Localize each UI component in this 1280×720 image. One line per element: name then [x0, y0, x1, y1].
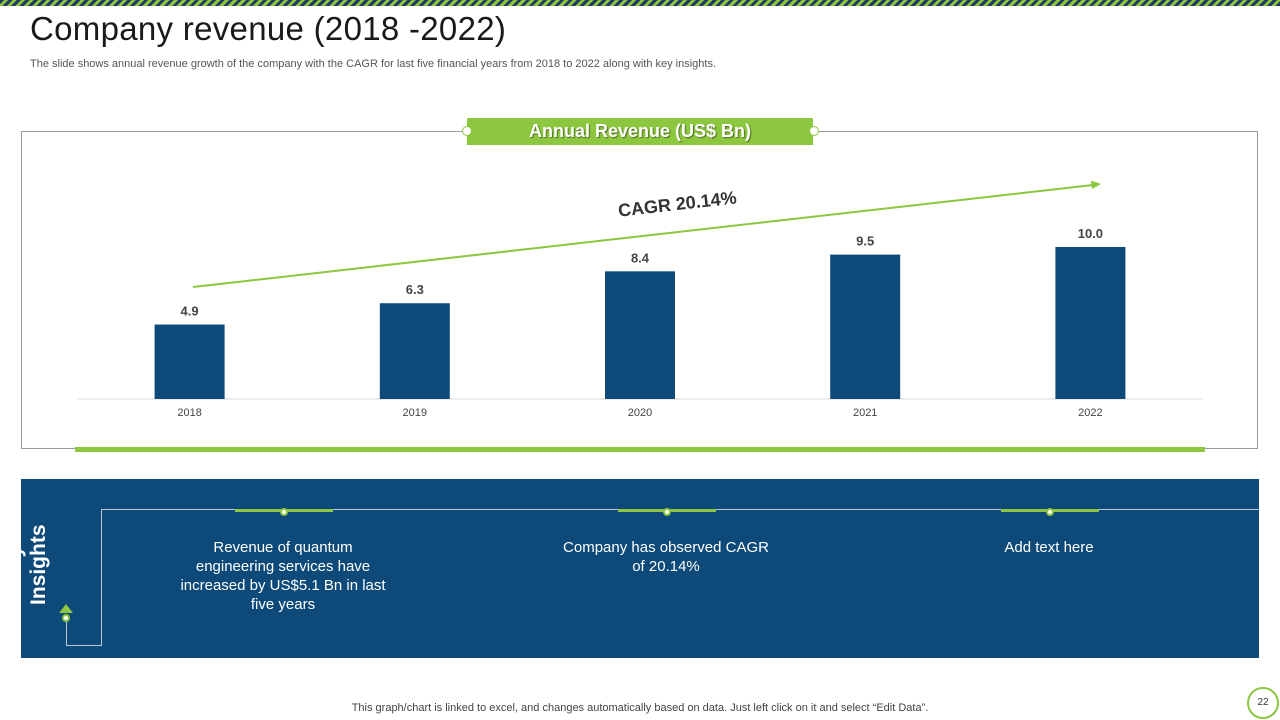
tick-label-2022: 2022 [1078, 407, 1102, 419]
insight-2-dot [663, 508, 671, 516]
value-label-2019: 6.3 [406, 282, 424, 297]
up-arrow-icon [59, 604, 73, 613]
value-label-2020: 8.4 [631, 250, 650, 265]
insight-1-text: Revenue of quantum engineering services … [180, 539, 386, 613]
insights-bracket-bottom [66, 645, 102, 646]
bar-2019 [379, 303, 450, 399]
bar-2020 [605, 271, 675, 399]
bar-2018 [154, 324, 225, 399]
value-label-2022: 10.0 [1078, 226, 1103, 241]
value-label-2021: 9.5 [856, 234, 874, 249]
tick-label-2020: 2020 [628, 407, 652, 419]
insights-bracket-side [101, 509, 102, 646]
chart-title-left-knob [462, 126, 472, 136]
chart-title: Annual Revenue (US$ Bn) [467, 118, 813, 145]
value-label-2018: 4.9 [181, 304, 199, 319]
page-subtitle: The slide shows annual revenue growth of… [30, 58, 717, 70]
insights-bracket-stem [66, 622, 67, 646]
footer-note: This graph/chart is linked to excel, and… [351, 702, 929, 714]
cagr-trend-arrow [192, 184, 1094, 288]
chart-bottom-accent [75, 447, 1205, 452]
page-title: Company revenue (2018 -2022) [30, 10, 507, 47]
insight-1-dot [280, 508, 288, 516]
insight-3-text: Add text here [1004, 539, 1094, 556]
insights-bracket-dot [62, 614, 70, 622]
cagr-annotation: CAGR 20.14% [617, 187, 738, 220]
bar-2021 [830, 254, 901, 399]
insight-2-text: Company has observed CAGR of 20.14% [563, 539, 769, 575]
tick-label-2018: 2018 [177, 407, 201, 419]
chart-title-right-knob [809, 126, 819, 136]
page-number: 22 [1247, 687, 1279, 719]
cagr-arrow-head [1091, 180, 1101, 189]
bar-2022 [1055, 247, 1126, 399]
revenue-chart: 4.9 6.3 8.4 9.5 10.0 2018 2019 2020 2021 2022 CA… [77, 180, 1203, 419]
insight-3-dot [1046, 508, 1054, 516]
top-stripe [0, 0, 1280, 6]
tick-label-2019: 2019 [403, 407, 427, 419]
tick-label-2021: 2021 [853, 407, 877, 419]
key-insights-label: Key Insights [3, 524, 50, 605]
